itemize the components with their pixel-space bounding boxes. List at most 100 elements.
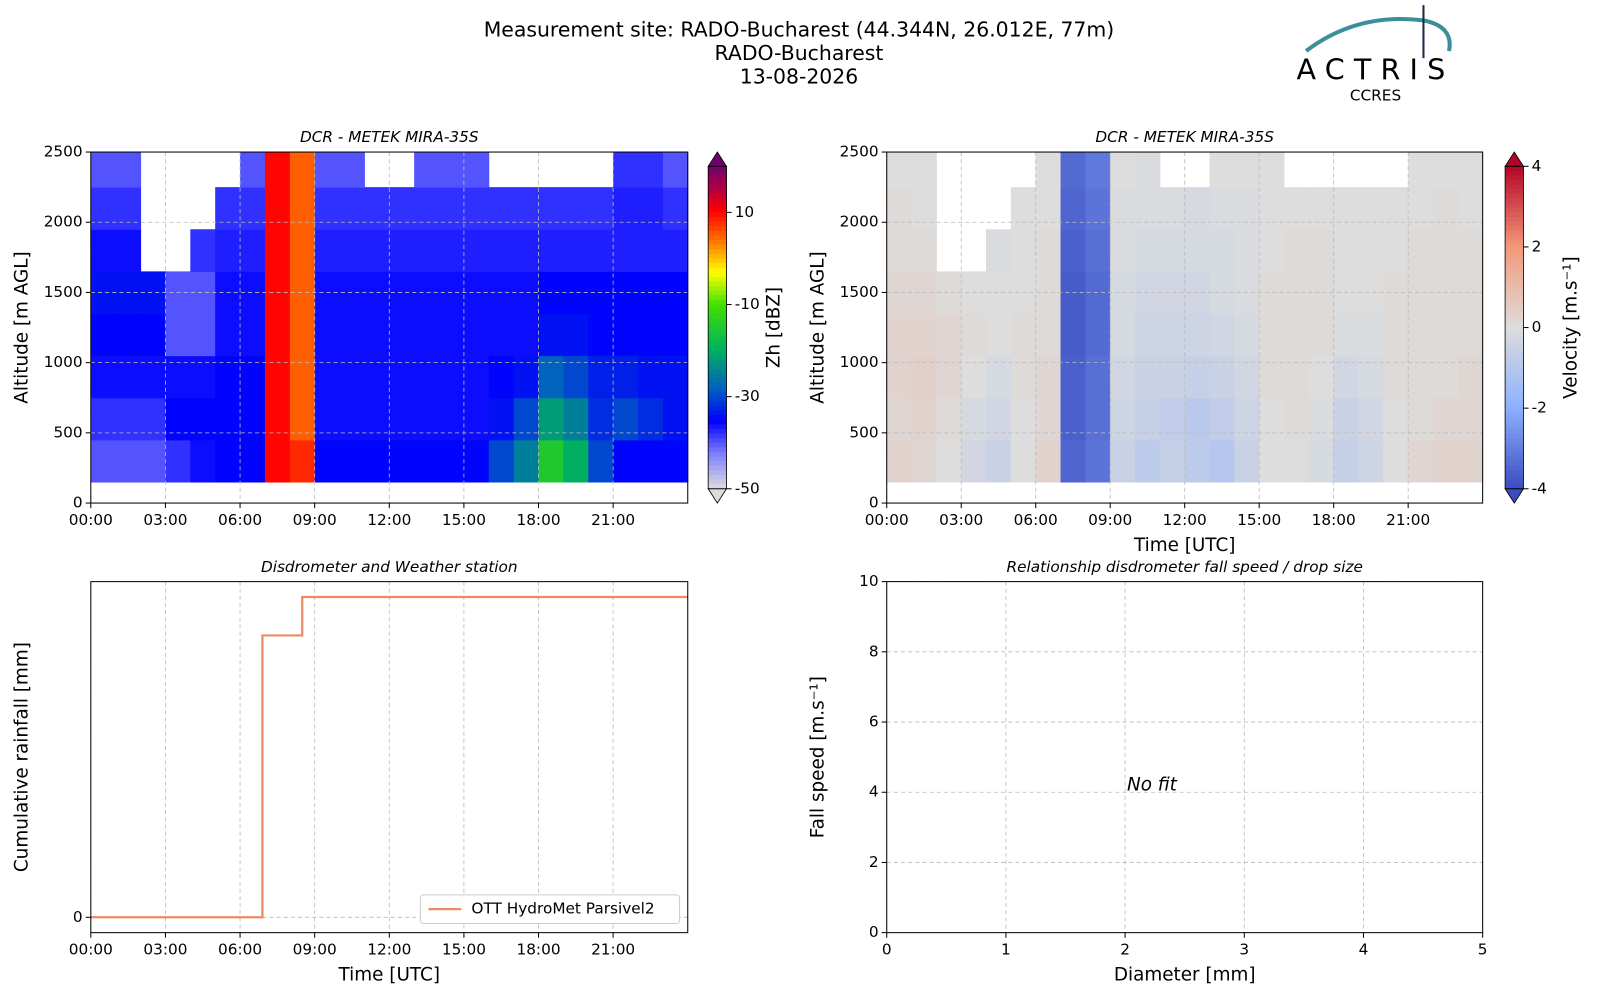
colorbar-segment	[708, 166, 727, 172]
colorbar-segment	[708, 235, 727, 241]
heatmap-cell	[414, 397, 440, 441]
colorbar-segment	[1505, 276, 1524, 283]
heatmap-cell	[1234, 313, 1260, 357]
heatmap-cell	[90, 439, 117, 483]
y-tick-label: 2000	[840, 213, 879, 231]
heatmap-cell	[911, 397, 937, 441]
colorbar-segment	[1505, 392, 1524, 398]
x-tick-label: 15:00	[1237, 511, 1281, 529]
heatmap-cell	[613, 187, 639, 230]
colorbar-segment	[1505, 373, 1524, 379]
colorbar-segment	[708, 451, 727, 458]
colorbar-segment	[708, 313, 727, 319]
heatmap-cell	[1284, 355, 1310, 399]
colorbar-segment	[708, 240, 727, 246]
heatmap-cell	[886, 271, 913, 315]
heatmap-cell	[488, 439, 515, 483]
heatmap-cell	[339, 229, 365, 272]
heatmap-cell	[115, 229, 142, 272]
heatmap-cell	[165, 397, 191, 441]
heatmap-cell	[1408, 355, 1434, 399]
x-tick-label: 4	[1359, 941, 1369, 959]
colorbar-extend	[1504, 151, 1525, 167]
colorbar-segment	[1505, 470, 1524, 476]
heatmap-cell	[1209, 313, 1235, 357]
colorbar-segment	[708, 244, 727, 250]
colorbar-segment	[1505, 198, 1524, 204]
heatmap-cell	[1408, 187, 1434, 230]
panel: -50 -30 -10 10 Zh [dBZ] 00:00 03:00 06:00 09:00 1…	[11, 128, 784, 529]
axes-frame	[886, 151, 1484, 504]
colorbar-segment	[1505, 355, 1524, 361]
heatmap-cell	[488, 313, 515, 357]
heatmap-cell	[961, 397, 987, 441]
heatmap-cell	[215, 355, 241, 399]
heatmap-cell	[314, 397, 341, 441]
heatmap-cell	[215, 187, 241, 230]
colorbar-segment	[1505, 184, 1524, 190]
heatmap-cell	[613, 439, 639, 483]
y-tick-label: 0	[869, 494, 879, 512]
heatmap-cell	[1432, 313, 1459, 357]
heatmap-cell	[961, 313, 987, 357]
heatmap-cell	[90, 313, 117, 357]
heatmap-cell	[190, 355, 216, 399]
colorbar-segment	[708, 461, 727, 467]
colorbar-segment	[1505, 267, 1524, 273]
heatmap-cell	[563, 313, 589, 357]
heatmap-cell	[1383, 187, 1409, 230]
heatmap-cell	[1259, 313, 1285, 357]
heatmap-cell	[1457, 397, 1484, 441]
colorbar-segment	[708, 272, 727, 278]
colorbar-segment	[1505, 304, 1524, 310]
heatmap-cell	[364, 313, 390, 357]
heatmap-cell	[1110, 152, 1136, 188]
y-tick-label: 2500	[44, 143, 83, 161]
heatmap-cell	[1035, 187, 1062, 230]
heatmap-cell	[1383, 229, 1409, 272]
y-tick-label: 500	[53, 423, 82, 441]
heatmap-cell	[513, 355, 540, 399]
y-tick-label: 1500	[44, 283, 83, 301]
heatmap-cell	[140, 355, 166, 399]
colorbar-segment	[1505, 272, 1524, 278]
heatmap-cell	[140, 439, 166, 483]
colorbar-extend	[707, 151, 728, 167]
heatmap-cell	[190, 397, 216, 441]
heatmap-cell	[289, 152, 316, 188]
heatmap-cell	[886, 187, 913, 230]
heatmap-cell	[439, 355, 465, 399]
heatmap-cell	[1408, 397, 1434, 441]
heatmap-cell	[1432, 152, 1459, 188]
colorbar-segment	[1505, 364, 1524, 370]
colorbar-segment	[708, 447, 727, 453]
heatmap-cell	[886, 152, 913, 188]
colorbar-tick-label: -2	[1532, 399, 1547, 417]
heatmap-cell	[90, 187, 117, 230]
heatmap-cell	[911, 313, 937, 357]
heatmap-cell	[986, 229, 1012, 272]
colorbar-segment	[1505, 230, 1524, 237]
heatmap-cell	[240, 152, 266, 188]
panel-title: DCR - METEK MIRA-35S	[300, 128, 479, 146]
colorbar-segment	[708, 281, 727, 287]
heatmap-cell	[911, 229, 937, 272]
colorbar-segment	[708, 290, 727, 296]
colorbar-segment	[708, 465, 727, 471]
heatmap-cell	[1457, 355, 1484, 399]
heatmap-cell	[563, 187, 589, 230]
x-tick-label: 21:00	[591, 941, 635, 959]
x-tick-label: 2	[1120, 941, 1130, 959]
figure-title: Measurement site: RADO-Bucharest (44.344…	[484, 18, 1115, 42]
heatmap-cell	[463, 229, 490, 272]
heatmap-cell	[1184, 187, 1211, 230]
heatmap-cell	[414, 187, 440, 230]
colorbar-segment	[708, 322, 727, 329]
heatmap-cell	[1259, 439, 1285, 483]
colorbar-segment	[1505, 378, 1524, 384]
heatmap-cell	[115, 439, 142, 483]
colorbar-segment	[708, 438, 727, 444]
heatmap-cell	[638, 397, 664, 441]
heatmap-cell	[1333, 313, 1360, 357]
heatmap-cell	[1457, 439, 1484, 483]
